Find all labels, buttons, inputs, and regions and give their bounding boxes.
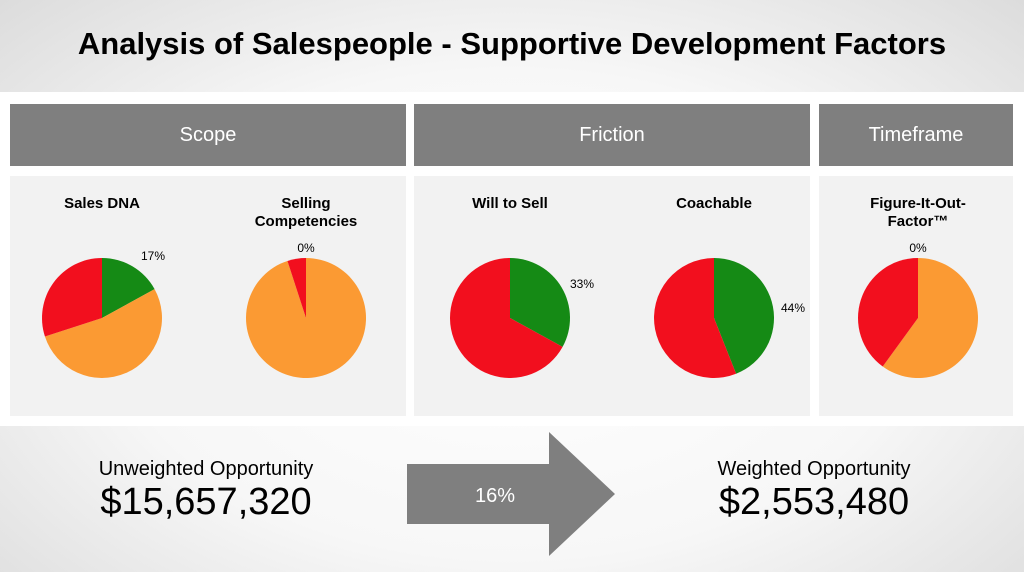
chart-title: Sales DNA xyxy=(64,195,140,212)
pie-slice-green xyxy=(102,258,155,318)
ratio-text: 16% xyxy=(475,485,515,507)
weighted-amount: $2,553,480 xyxy=(718,481,910,523)
chart-title: Competencies xyxy=(255,213,358,230)
section-header-scope: Scope xyxy=(10,104,406,166)
data-label: 17% xyxy=(141,249,165,263)
chart-title: Factor™ xyxy=(888,213,949,230)
pie-slice-orange xyxy=(44,289,163,378)
data-label: 44% xyxy=(781,301,805,315)
pie-slice-red xyxy=(654,258,737,378)
pie-slice-red xyxy=(287,258,306,318)
data-label: 0% xyxy=(909,241,927,255)
chart-title: Will to Sell xyxy=(472,195,548,212)
section-label: Friction xyxy=(579,123,645,146)
data-label: 33% xyxy=(570,277,594,291)
data-label: 0% xyxy=(297,241,315,255)
weighted-opportunity: Weighted Opportunity $2,553,480 xyxy=(644,458,984,524)
section-label: Timeframe xyxy=(868,123,964,146)
pie-slice-red xyxy=(42,258,102,337)
section-header-friction: Friction xyxy=(414,104,810,166)
weighted-label: Weighted Opportunity xyxy=(717,458,911,480)
arrow-icon: 16% xyxy=(407,432,615,556)
section-label: Scope xyxy=(179,123,237,146)
section-header-timeframe: Timeframe xyxy=(819,104,1013,166)
pie-slice-red xyxy=(450,258,563,378)
pie-slice-orange xyxy=(882,258,978,378)
pie-slice-green xyxy=(714,258,775,374)
chart-title: Figure-It-Out- xyxy=(870,195,966,212)
chart-title: Selling xyxy=(281,195,330,212)
page-title: Analysis of Salespeople - Supportive Dev… xyxy=(77,26,947,61)
pie-slice-green xyxy=(510,258,571,347)
chart-title: Coachable xyxy=(676,195,752,212)
unweighted-opportunity: Unweighted Opportunity $15,657,320 xyxy=(36,458,376,524)
pie-slice-orange xyxy=(246,258,367,378)
unweighted-label: Unweighted Opportunity xyxy=(98,458,314,480)
unweighted-amount: $15,657,320 xyxy=(100,481,312,523)
pie-slice-red xyxy=(857,258,918,367)
